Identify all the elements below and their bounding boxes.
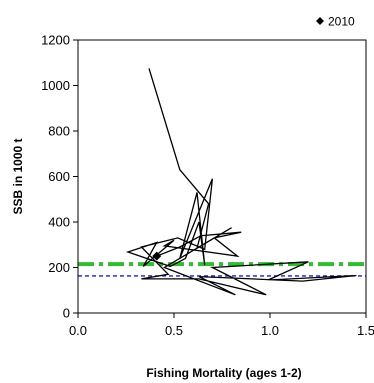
y-tick-label: 400 <box>48 215 70 230</box>
x-tick-label: 0.5 <box>165 323 183 338</box>
legend-label: 2010 <box>328 15 355 29</box>
y-tick-label: 600 <box>48 169 70 184</box>
legend-marker-diamond <box>316 17 324 25</box>
y-axis: 0 200 400 600 800 1000 1200 <box>41 33 78 321</box>
x-axis-label: Fishing Mortality (ages 1-2) <box>146 366 301 380</box>
trajectory <box>125 68 357 296</box>
legend: 2010 <box>316 15 355 29</box>
y-tick-label: 1000 <box>41 78 70 93</box>
reference-lines <box>78 262 366 277</box>
x-tick-label: 0.0 <box>69 323 87 338</box>
y-tick-label: 800 <box>48 124 70 139</box>
x-tick-label: 1.5 <box>357 323 374 338</box>
y-tick-label: 200 <box>48 260 70 275</box>
trajectory-line <box>125 68 357 296</box>
final-year-marker-group <box>152 251 162 261</box>
x-tick-label: 1.0 <box>261 323 279 338</box>
y-tick-label: 1200 <box>41 33 70 48</box>
final-year-marker <box>152 251 162 261</box>
y-axis-label: SSB in 1000 t <box>11 138 25 214</box>
y-tick-label: 0 <box>63 306 70 321</box>
x-axis: 0.0 0.5 1.0 1.5 <box>69 313 374 338</box>
